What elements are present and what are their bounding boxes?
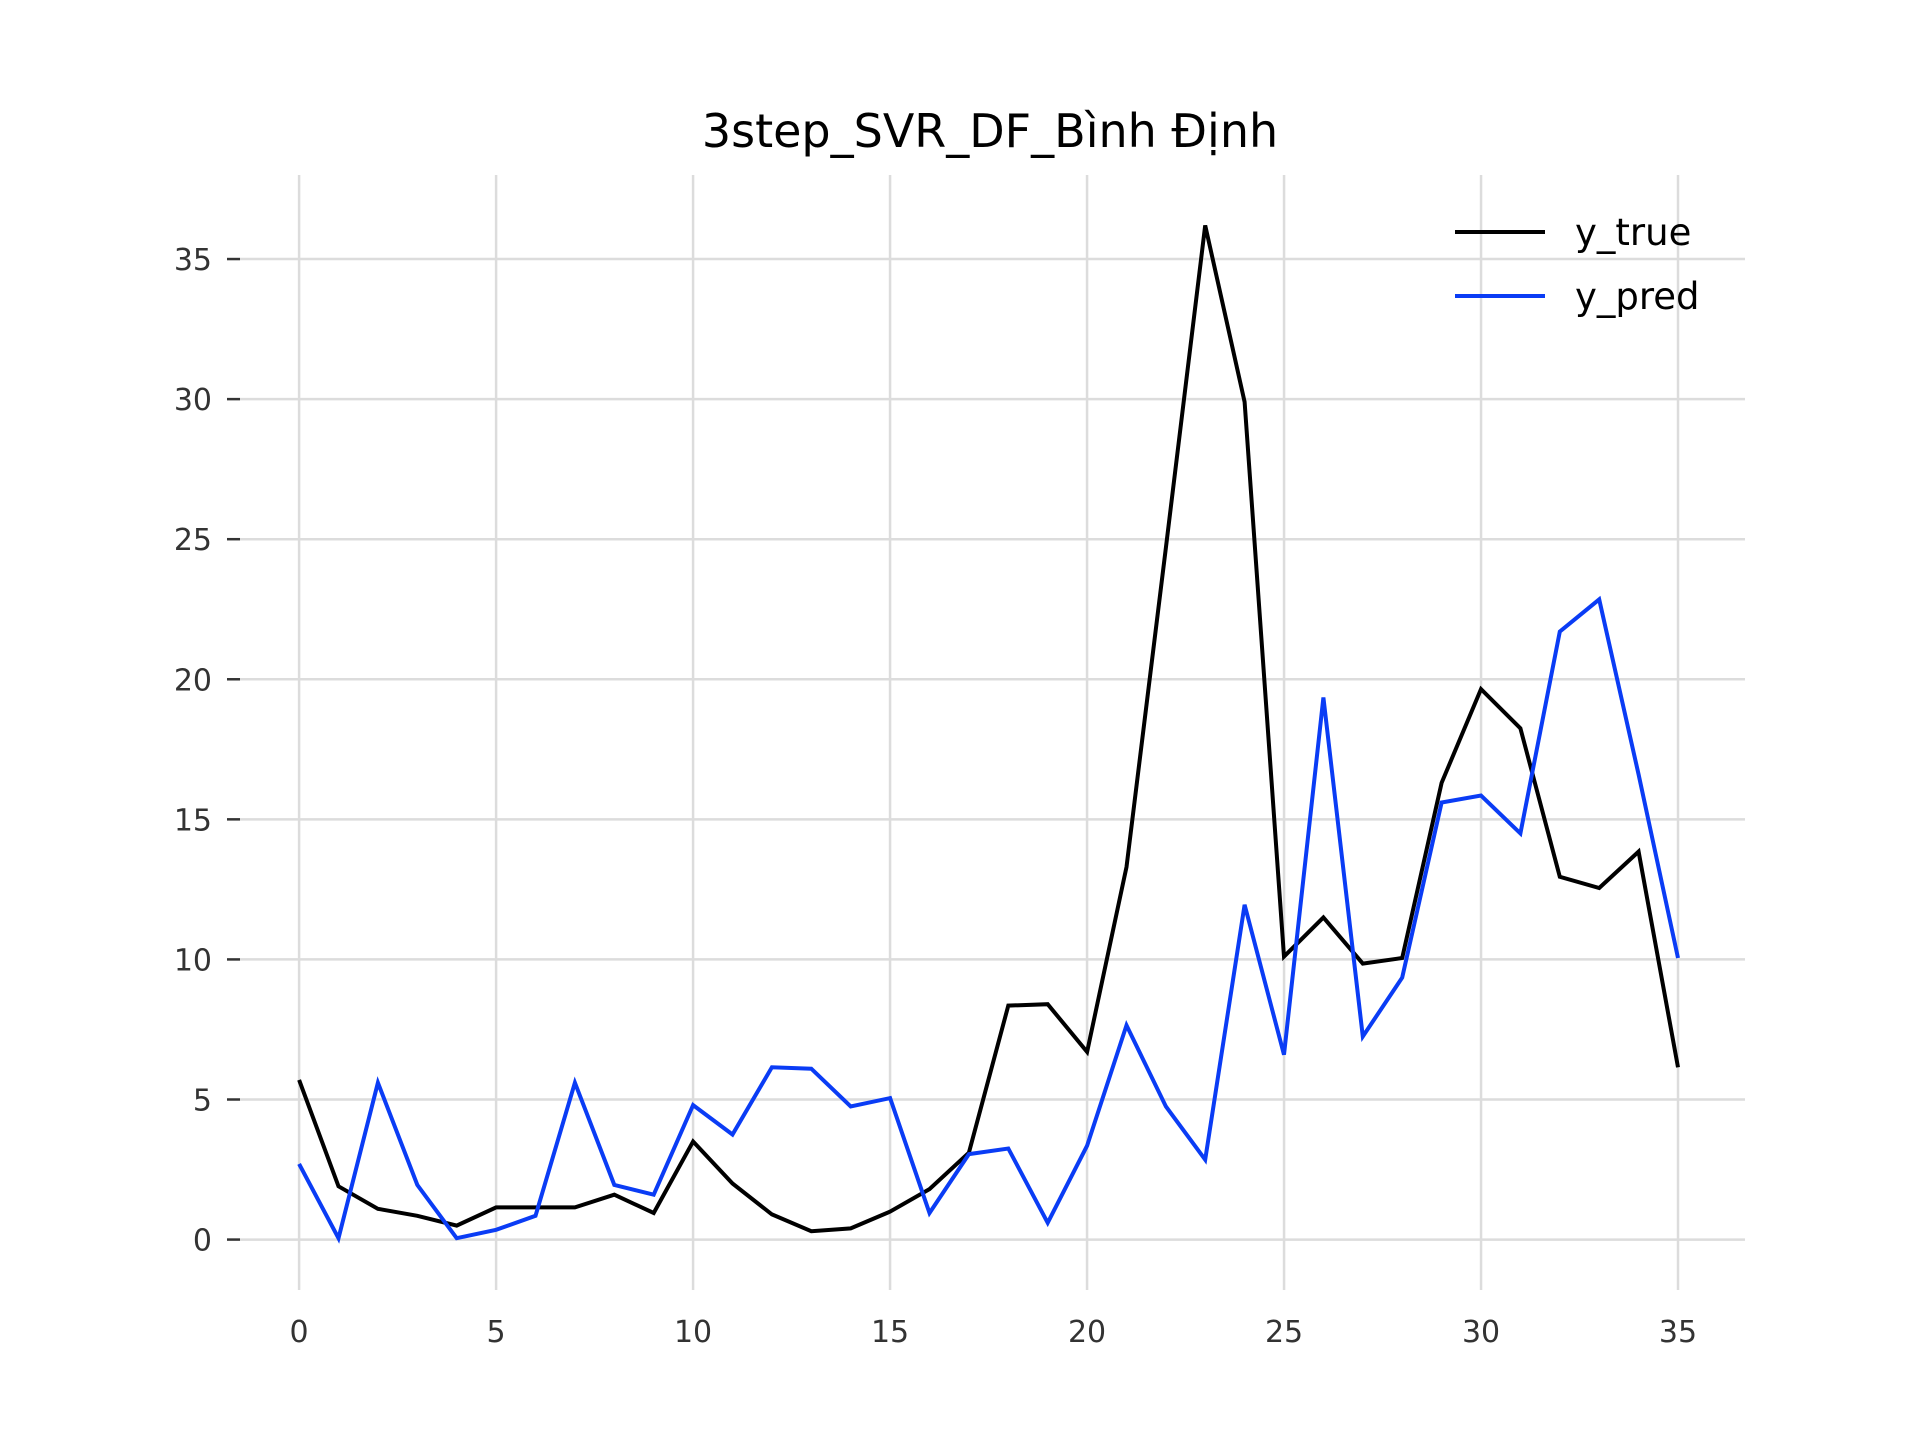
- x-tick-label: 35: [1659, 1315, 1697, 1350]
- legend: y_true y_pred: [1455, 211, 1700, 318]
- axis-ticks: 0 5 10 15 20 25 30 35 0 5 10 15 20 25 30 35: [174, 243, 1697, 1350]
- legend-label: y_pred: [1575, 275, 1700, 318]
- grid: [240, 175, 1745, 1290]
- series-lines: [297, 224, 1680, 1244]
- y-tick-label: 15: [174, 803, 212, 838]
- x-tick-label: 20: [1068, 1315, 1106, 1350]
- chart-title: 3step_SVR_DF_Bình Định: [702, 104, 1278, 158]
- series-line-y-pred: [297, 595, 1680, 1244]
- x-tick-label: 25: [1265, 1315, 1303, 1350]
- y-tick-label: 30: [174, 383, 212, 418]
- y-tick-label: 35: [174, 243, 212, 278]
- x-tick-label: 0: [290, 1315, 309, 1350]
- y-tick-label: 0: [193, 1224, 212, 1259]
- x-tick-label: 5: [487, 1315, 506, 1350]
- x-tick-label: 30: [1462, 1315, 1500, 1350]
- y-tick-label: 10: [174, 943, 212, 978]
- y-tick-label: 5: [193, 1083, 212, 1118]
- y-tick-label: 25: [174, 523, 212, 558]
- y-tick-label: 20: [174, 663, 212, 698]
- legend-label: y_true: [1575, 211, 1691, 254]
- x-tick-label: 15: [871, 1315, 909, 1350]
- x-tick-label: 10: [674, 1315, 712, 1350]
- series-line-y-true: [297, 224, 1680, 1234]
